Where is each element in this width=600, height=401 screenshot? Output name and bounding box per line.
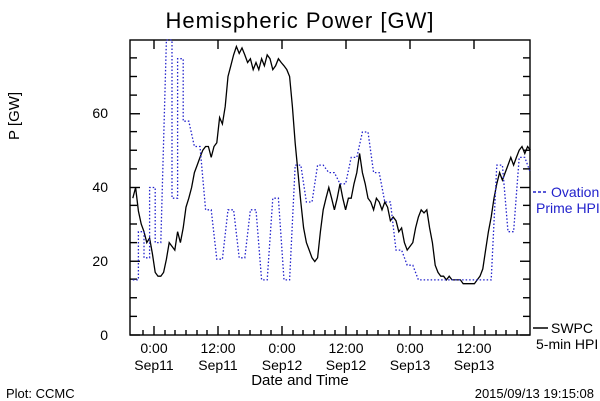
- plot-border: [130, 40, 530, 335]
- x-tick-label-0-time: 0:00: [140, 340, 167, 356]
- legend-group: Ovation Prime HPI SWPC 5-min HPI: [533, 184, 600, 352]
- y-axis-ticks: 0 20 40 60: [92, 58, 530, 343]
- x-tick-label-5-time: 12:00: [456, 340, 491, 356]
- x-tick-label-3-date: Sep12: [326, 357, 367, 373]
- x-tick-label-0-date: Sep11: [134, 357, 174, 373]
- legend-label-swpc: SWPC 5-min HPI: [536, 320, 598, 352]
- x-tick-label-3-time: 12:00: [328, 340, 363, 356]
- chart-container: Hemispheric Power [GW] P [GW] Date and T…: [0, 0, 600, 400]
- x-tick-label-2-date: Sep12: [262, 357, 303, 373]
- legend-label-ovation: Ovation Prime HPI: [536, 184, 600, 216]
- y-tick-60: 60: [92, 105, 108, 121]
- y-tick-40: 40: [92, 179, 108, 195]
- x-tick-label-2-time: 0:00: [268, 340, 295, 356]
- ovation-data-line[interactable]: [133, 40, 531, 280]
- y-tick-0: 0: [100, 327, 108, 343]
- x-tick-label-4-time: 0:00: [396, 340, 423, 356]
- x-tick-label-5-date: Sep13: [454, 357, 495, 373]
- chart-svg: 0 20 40 60: [0, 0, 600, 400]
- x-axis-ticks: [143, 40, 517, 335]
- y-tick-20: 20: [92, 253, 108, 269]
- x-axis-tick-labels: 0:00 Sep11 12:00 Sep11 0:00 Sep12 12:00 …: [134, 340, 494, 373]
- x-tick-label-4-date: Sep13: [390, 357, 431, 373]
- swpc-data-line[interactable]: [133, 47, 531, 284]
- x-tick-label-1-date: Sep11: [198, 357, 238, 373]
- x-tick-label-1-time: 12:00: [200, 340, 235, 356]
